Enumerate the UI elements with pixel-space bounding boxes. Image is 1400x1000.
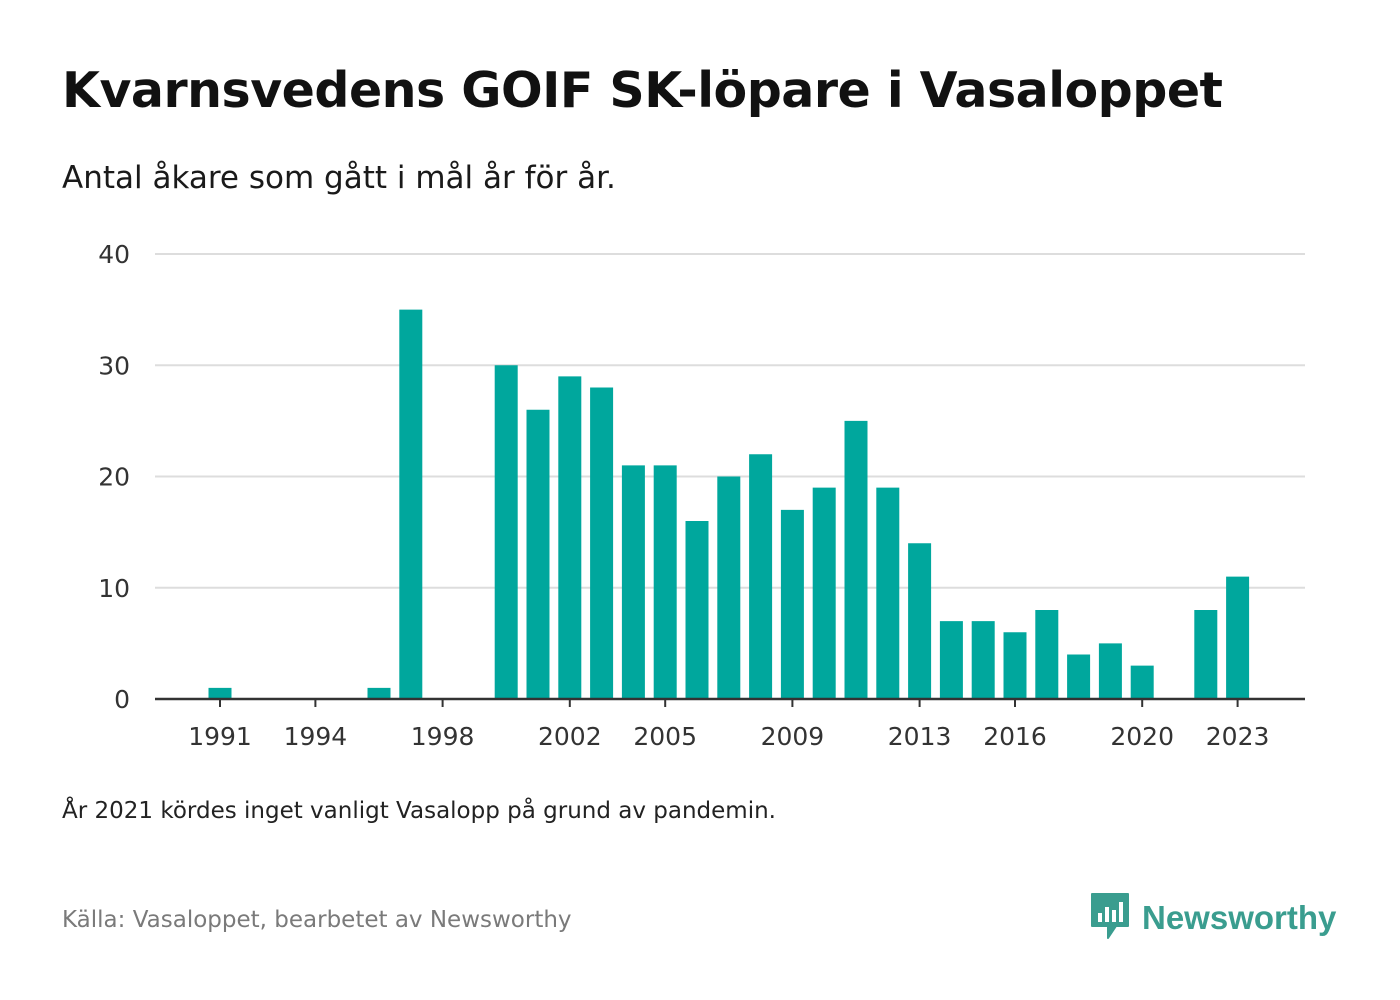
bars: [208, 309, 1250, 699]
x-tick-label: 2002: [538, 722, 602, 751]
bar: [621, 465, 645, 699]
bar: [1194, 610, 1218, 699]
x-tick-label: 2013: [888, 722, 952, 751]
chart-title: Kvarnsvedens GOIF SK-löpare i Vasaloppet: [62, 62, 1223, 119]
bar: [717, 476, 741, 699]
bar: [399, 309, 423, 699]
footnote: År 2021 kördes inget vanligt Vasalopp på…: [62, 798, 776, 824]
brand-logo[interactable]: Newsworthy: [1090, 892, 1336, 944]
bar: [494, 365, 518, 699]
bar: [590, 387, 614, 699]
bar: [1098, 643, 1122, 699]
y-tick-label: 30: [98, 351, 130, 380]
bar: [939, 621, 963, 699]
x-tick-label: 2009: [761, 722, 825, 751]
bar-chart: 0 10 20 30 40 1991 1994 1998 2002 2005 2009 2013 20…: [98, 240, 1305, 751]
bar: [1130, 665, 1154, 699]
x-tick-label: 1991: [188, 722, 252, 751]
source-text: Källa: Vasaloppet, bearbetet av Newswort…: [62, 907, 572, 933]
x-tick-label: 1994: [284, 722, 348, 751]
bar: [558, 376, 582, 699]
bar: [749, 454, 773, 699]
bar: [208, 687, 232, 699]
bar: [876, 487, 900, 699]
x-tick-label: 2023: [1206, 722, 1270, 751]
bar: [908, 543, 932, 699]
x-tick-label: 2020: [1110, 722, 1174, 751]
bar: [844, 420, 868, 699]
bar: [653, 465, 677, 699]
bar: [1003, 632, 1027, 699]
bar: [812, 487, 836, 699]
newsworthy-logo-icon: [1090, 892, 1130, 944]
bar: [1067, 654, 1091, 699]
brand-name: Newsworthy: [1142, 899, 1337, 936]
bar: [780, 509, 804, 699]
x-axis-tick-labels: 1991 1994 1998 2002 2005 2009 2013 2016 2020 2023: [188, 699, 1269, 751]
y-tick-label: 0: [114, 685, 130, 714]
y-tick-label: 20: [98, 463, 130, 492]
bar: [971, 621, 995, 699]
bar: [367, 687, 391, 699]
chart-subtitle: Antal åkare som gått i mål år för år.: [62, 160, 616, 196]
y-axis-tick-labels: 0 10 20 30 40: [98, 240, 130, 714]
bar: [1035, 610, 1059, 699]
y-tick-label: 40: [98, 240, 130, 269]
y-tick-label: 10: [98, 574, 130, 603]
x-tick-label: 2016: [983, 722, 1047, 751]
bar: [1226, 576, 1250, 699]
x-tick-label: 1998: [411, 722, 475, 751]
x-tick-label: 2005: [633, 722, 697, 751]
bar: [526, 409, 550, 699]
bar: [685, 521, 709, 699]
